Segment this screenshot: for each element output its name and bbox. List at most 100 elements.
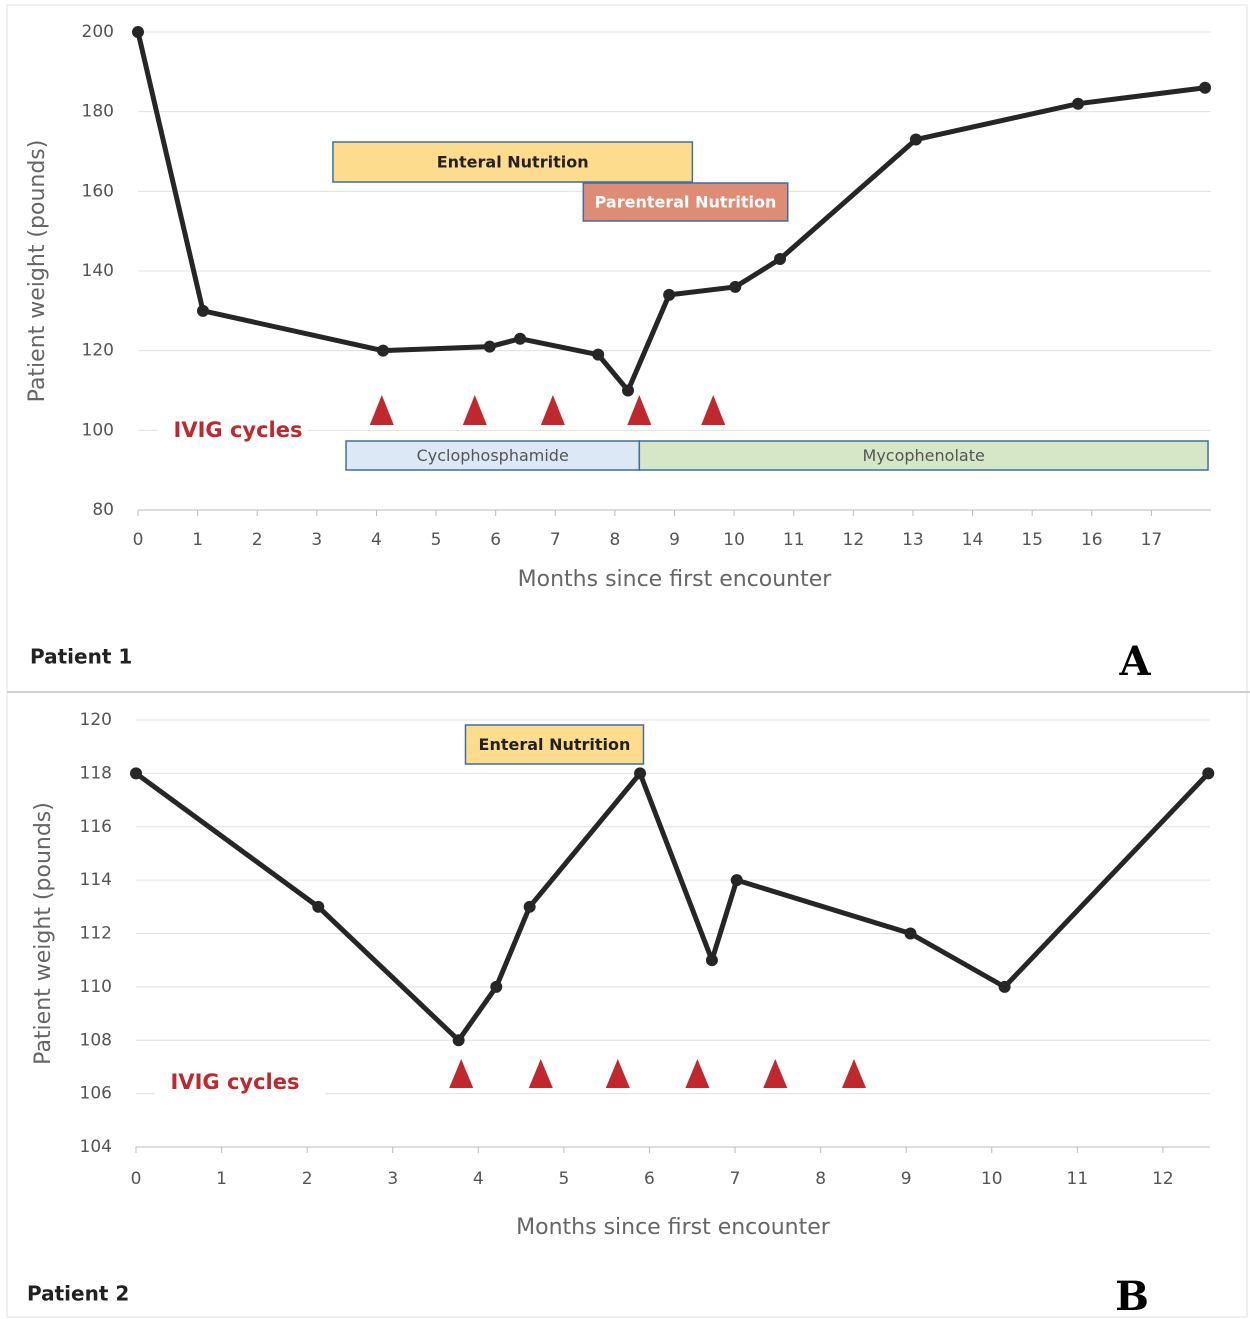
x-tick-label: 4 xyxy=(473,1169,484,1189)
treatment-span xyxy=(332,141,694,183)
x-tick-label: 14 xyxy=(962,530,984,550)
weight-point xyxy=(705,954,718,967)
ivig-marker xyxy=(841,1059,866,1088)
x-tick-label: 4 xyxy=(371,530,382,550)
x-tick-label: 10 xyxy=(981,1169,1003,1189)
x-tick-label: 9 xyxy=(669,530,680,550)
x-tick-label: 6 xyxy=(644,1169,655,1189)
panel-label: Patient 1 xyxy=(30,645,132,669)
weight-point xyxy=(1199,81,1212,94)
x-tick-label: 5 xyxy=(431,530,442,550)
weight-point xyxy=(663,288,676,301)
weight-point xyxy=(377,344,390,357)
x-axis-label: Months since first encounter xyxy=(518,567,833,592)
weight-point xyxy=(312,900,325,913)
ivig-marker xyxy=(701,395,726,425)
x-tick-label: 12 xyxy=(1152,1169,1174,1189)
y-tick-label: 112 xyxy=(80,924,112,944)
frame xyxy=(6,4,1248,1318)
treatment-label: Parenteral Nutrition xyxy=(595,193,777,212)
ivig-marker xyxy=(462,395,487,425)
y-axis-label: Patient weight (pounds) xyxy=(31,802,56,1065)
ivig-marker xyxy=(763,1059,788,1088)
ivig-label: IVIG cycles xyxy=(171,1070,300,1094)
treatment-label: Cyclophosphamide xyxy=(417,446,569,465)
treatment-span xyxy=(638,440,1209,471)
panel-label: Patient 2 xyxy=(27,1282,129,1306)
x-tick-label: 11 xyxy=(783,530,805,550)
treatment-label: Enteral Nutrition xyxy=(479,735,631,754)
panel-letter: A xyxy=(1118,638,1151,685)
x-axis-label: Months since first encounter xyxy=(516,1215,831,1240)
y-axis-label: Patient weight (pounds) xyxy=(25,140,50,403)
ivig-marker xyxy=(540,395,565,425)
weight-point xyxy=(774,253,787,266)
weight-point xyxy=(130,767,142,780)
y-tick-label: 140 xyxy=(82,261,114,281)
weight-point xyxy=(523,900,536,913)
y-tick-label: 118 xyxy=(80,763,112,783)
weight-point xyxy=(909,133,922,146)
treatment-span xyxy=(345,440,641,471)
x-tick-label: 2 xyxy=(302,1169,313,1189)
x-tick-label: 11 xyxy=(1067,1169,1089,1189)
x-tick-label: 3 xyxy=(311,530,322,550)
weight-point xyxy=(904,927,917,940)
ivig-label: IVIG cycles xyxy=(174,418,303,442)
weight-point xyxy=(730,874,743,887)
weight-point xyxy=(622,384,635,397)
x-tick-label: 9 xyxy=(901,1169,912,1189)
y-tick-label: 120 xyxy=(82,341,114,361)
y-tick-label: 108 xyxy=(80,1030,112,1050)
treatment-label: Enteral Nutrition xyxy=(437,153,589,172)
x-tick-label: 7 xyxy=(730,1169,741,1189)
y-tick-label: 80 xyxy=(92,500,114,520)
weight-point xyxy=(514,332,527,345)
y-tick-label: 200 xyxy=(82,22,114,42)
weight-point xyxy=(483,340,496,353)
x-tick-label: 7 xyxy=(550,530,561,550)
ivig-label-bg xyxy=(158,415,308,447)
x-tick-label: 12 xyxy=(843,530,865,550)
x-tick-label: 8 xyxy=(609,530,620,550)
treatment-label: Mycophenolate xyxy=(863,446,985,465)
y-tick-label: 114 xyxy=(80,870,112,890)
ivig-marker xyxy=(627,395,652,425)
x-tick-label: 10 xyxy=(723,530,745,550)
weight-point xyxy=(490,980,503,993)
x-tick-label: 0 xyxy=(131,1169,142,1189)
x-tick-label: 16 xyxy=(1081,530,1103,550)
y-tick-label: 116 xyxy=(80,817,112,837)
treatment-span xyxy=(464,724,645,765)
weight-point xyxy=(729,280,742,293)
y-tick-label: 100 xyxy=(82,420,114,440)
weight-point xyxy=(998,980,1011,993)
x-tick-label: 3 xyxy=(387,1169,398,1189)
weight-point xyxy=(452,1034,465,1047)
x-tick-label: 1 xyxy=(192,530,203,550)
ivig-marker xyxy=(369,395,394,425)
ivig-label-bg xyxy=(155,1067,325,1099)
y-tick-label: 160 xyxy=(82,181,114,201)
weight-line xyxy=(134,770,1211,1043)
x-tick-label: 0 xyxy=(133,530,144,550)
y-tick-label: 104 xyxy=(80,1137,112,1157)
x-tick-label: 6 xyxy=(490,530,501,550)
weight-point xyxy=(1072,97,1085,110)
x-tick-label: 13 xyxy=(902,530,924,550)
x-tick-label: 5 xyxy=(558,1169,569,1189)
ivig-marker xyxy=(685,1059,710,1088)
y-tick-label: 110 xyxy=(80,977,112,997)
x-tick-label: 1 xyxy=(216,1169,227,1189)
x-tick-label: 2 xyxy=(252,530,263,550)
panel-letter: B xyxy=(1115,1273,1149,1319)
x-tick-label: 17 xyxy=(1141,530,1163,550)
weight-point xyxy=(132,26,144,38)
x-tick-label: 15 xyxy=(1021,530,1043,550)
ivig-marker xyxy=(528,1059,553,1088)
ivig-marker xyxy=(605,1059,630,1088)
treatment-span xyxy=(582,182,789,222)
weight-point xyxy=(634,767,647,780)
y-tick-label: 180 xyxy=(82,102,114,122)
